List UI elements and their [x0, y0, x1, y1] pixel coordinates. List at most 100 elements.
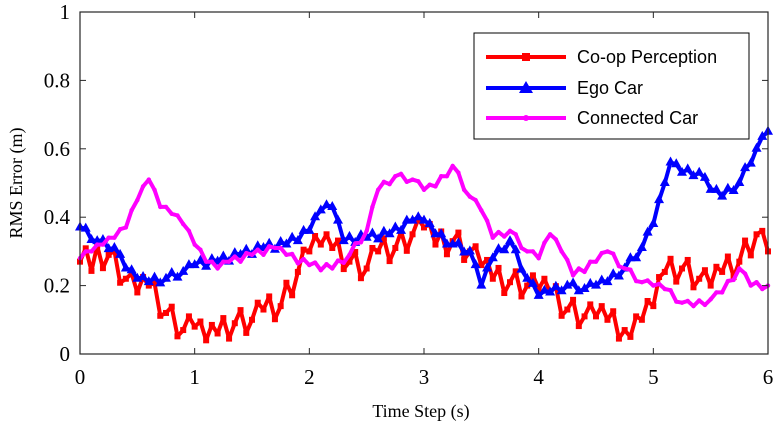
- data-point: [138, 271, 149, 281]
- data-point: [304, 224, 315, 234]
- data-point: [275, 235, 286, 245]
- data-point: [496, 229, 501, 235]
- legend-marker-ego: [519, 81, 533, 93]
- data-point: [671, 158, 682, 168]
- legend-entry-ego: Ego Car: [486, 78, 643, 98]
- data-point: [697, 298, 702, 303]
- data-point: [301, 256, 306, 262]
- data-point: [627, 333, 634, 340]
- data-point: [105, 251, 112, 258]
- data-point: [585, 277, 596, 287]
- data-point: [421, 224, 427, 231]
- data-point: [163, 309, 169, 316]
- x-tick-label: 0: [75, 365, 86, 389]
- data-point: [330, 266, 335, 271]
- data-point: [707, 282, 714, 289]
- data-point: [708, 297, 713, 302]
- data-point: [404, 179, 409, 185]
- data-point: [307, 262, 312, 268]
- data-point: [135, 197, 140, 203]
- data-point: [502, 234, 507, 239]
- data-point: [264, 237, 275, 247]
- data-point: [317, 241, 324, 248]
- data-point: [143, 276, 154, 286]
- data-point: [95, 242, 100, 247]
- data-point: [579, 283, 590, 293]
- data-point: [478, 262, 485, 269]
- data-point: [117, 226, 123, 232]
- data-point: [542, 240, 547, 246]
- data-point: [294, 268, 301, 275]
- legend-marker-connected: [523, 115, 529, 121]
- data-point: [407, 214, 418, 224]
- data-point: [575, 323, 582, 330]
- data-point: [662, 286, 667, 292]
- data-point: [180, 327, 187, 334]
- data-point: [650, 303, 657, 310]
- data-point: [226, 259, 232, 264]
- data-point: [639, 279, 645, 285]
- data-point: [370, 204, 375, 210]
- data-point: [524, 282, 531, 289]
- data-point: [88, 267, 95, 274]
- data-point: [553, 237, 559, 242]
- data-point: [419, 214, 429, 224]
- data-point: [392, 244, 399, 251]
- data-point: [237, 307, 244, 314]
- data-point: [347, 252, 352, 258]
- data-point: [185, 313, 192, 320]
- data-point: [318, 268, 323, 273]
- data-point: [396, 224, 407, 234]
- data-point: [335, 237, 341, 244]
- legend-label-ego: Ego Car: [577, 78, 643, 98]
- data-point: [545, 286, 556, 296]
- data-point: [533, 289, 544, 299]
- data-point: [352, 248, 359, 255]
- data-point: [499, 244, 510, 254]
- legend-entry-connected: Connected Car: [486, 108, 698, 128]
- data-point: [747, 252, 754, 259]
- data-point: [255, 247, 260, 252]
- data-point: [645, 278, 650, 283]
- data-point: [244, 250, 249, 256]
- data-point: [393, 173, 398, 179]
- data-point: [197, 318, 204, 325]
- data-point: [174, 333, 181, 340]
- data-point: [633, 278, 639, 284]
- data-point: [387, 181, 392, 187]
- data-point: [243, 329, 250, 336]
- data-point: [530, 249, 536, 254]
- data-point: [283, 279, 290, 286]
- data-point: [753, 231, 760, 238]
- data-point: [100, 242, 106, 247]
- data-point: [754, 279, 759, 285]
- data-point: [369, 244, 376, 251]
- data-point: [390, 221, 401, 231]
- data-point: [490, 235, 495, 240]
- x-tick-label: 4: [533, 365, 544, 389]
- data-point: [363, 265, 370, 272]
- data-point: [493, 243, 504, 253]
- data-point: [734, 177, 745, 186]
- data-point: [472, 243, 479, 250]
- data-point: [229, 247, 240, 257]
- data-point: [467, 194, 473, 199]
- data-point: [484, 218, 490, 223]
- series-ego-car: [75, 125, 773, 299]
- data-point: [172, 271, 183, 281]
- y-tick-label: 0.4: [44, 205, 71, 229]
- data-point: [252, 240, 263, 250]
- data-point: [83, 249, 88, 254]
- data-point: [604, 316, 611, 323]
- data-point: [277, 303, 284, 310]
- data-point: [757, 130, 768, 140]
- data-point: [684, 256, 691, 263]
- data-point: [323, 231, 330, 238]
- data-point: [677, 166, 687, 176]
- data-point: [598, 303, 605, 310]
- data-point: [109, 241, 120, 251]
- data-point: [267, 244, 272, 249]
- y-tick-label: 0.6: [44, 137, 70, 161]
- data-point: [306, 248, 313, 255]
- data-point: [702, 302, 708, 308]
